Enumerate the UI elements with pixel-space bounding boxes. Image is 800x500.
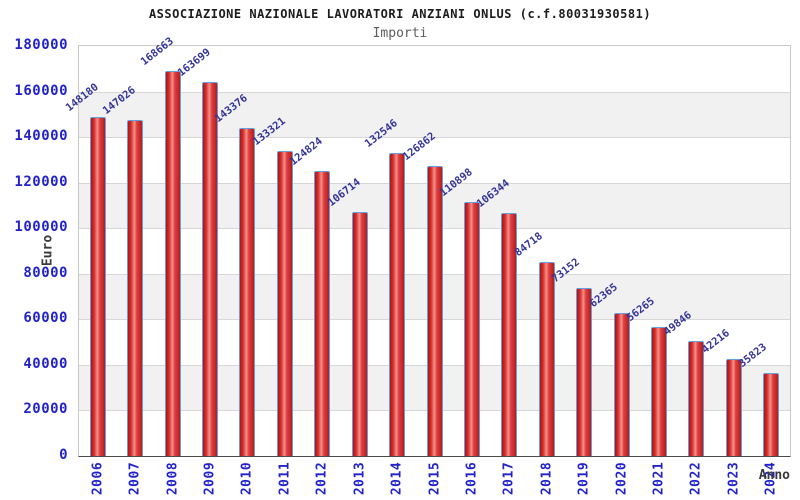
x-tick-label: 2011 [277, 461, 293, 496]
y-tick-label: 180000 [14, 37, 68, 53]
bar-value-label: 163699 [175, 46, 213, 80]
y-tick-label: 140000 [14, 128, 68, 145]
bar [239, 128, 256, 456]
bar [463, 202, 480, 456]
x-tick-label: 2016 [464, 461, 480, 496]
y-tick-label: 160000 [14, 82, 68, 99]
y-tick-label: 40000 [23, 355, 68, 372]
bar [426, 166, 443, 456]
bar [688, 341, 705, 456]
x-tick-label: 2022 [688, 461, 704, 496]
x-tick-label: 2009 [202, 461, 218, 496]
x-tick-label: 2013 [352, 461, 368, 496]
bar [389, 153, 406, 456]
bar [576, 288, 593, 456]
x-tick-label: 2014 [389, 461, 405, 496]
bar [276, 151, 293, 456]
bar-value-label: 42216 [699, 326, 732, 356]
bar-value-label: 124824 [287, 134, 326, 168]
bar [651, 326, 668, 456]
x-tick-label: 2012 [314, 461, 330, 496]
y-tick-label: 80000 [23, 264, 68, 281]
gridline [79, 137, 790, 139]
bar [725, 358, 742, 456]
x-tick-label: 2006 [90, 461, 106, 496]
bar [89, 117, 106, 456]
bar [613, 312, 630, 456]
bar [314, 170, 331, 456]
x-tick-label: 2020 [614, 461, 630, 496]
x-tick-label: 2021 [651, 461, 667, 496]
x-tick-label: 2007 [127, 461, 143, 496]
bar [538, 262, 555, 456]
x-tick-label: 2019 [576, 461, 592, 496]
x-tick-label: 2010 [239, 461, 255, 496]
y-tick-label: 120000 [14, 173, 68, 190]
gridline [79, 91, 790, 93]
bar [127, 120, 144, 456]
chart-title: ASSOCIAZIONE NAZIONALE LAVORATORI ANZIAN… [148, 7, 652, 21]
x-tick-label: 2018 [539, 461, 555, 496]
y-tick-label: 20000 [23, 401, 68, 418]
y-tick-label: 100000 [14, 219, 68, 236]
bar-value-label: 84718 [512, 230, 545, 260]
shaded-band [79, 91, 790, 138]
x-tick-label: 2015 [427, 461, 442, 496]
bar [501, 212, 518, 456]
y-tick-label: 60000 [23, 310, 68, 327]
x-tick-label: 2017 [501, 461, 517, 496]
bar [201, 82, 218, 456]
y-tick-label: 0 [59, 447, 68, 463]
bar [763, 373, 780, 456]
x-tick-label: 2023 [726, 461, 742, 496]
x-tick-label: 2008 [165, 461, 181, 496]
chart-subtitle: Importi [372, 26, 428, 41]
bar [164, 70, 181, 456]
x-axis-title: Anno [758, 468, 790, 483]
y-axis: 0 20000 40000 60000 80000 100000 120000 140000 1… [0, 37, 72, 463]
y-axis-title: Euro [40, 234, 56, 267]
bar [351, 211, 368, 456]
plot-area: 148180 147026 168663 163699 143376 133321 1248… [63, 35, 791, 457]
x-axis: 2006 2007 2008 2009 2010 2011 2012 2013 2014 2015… [79, 457, 790, 500]
